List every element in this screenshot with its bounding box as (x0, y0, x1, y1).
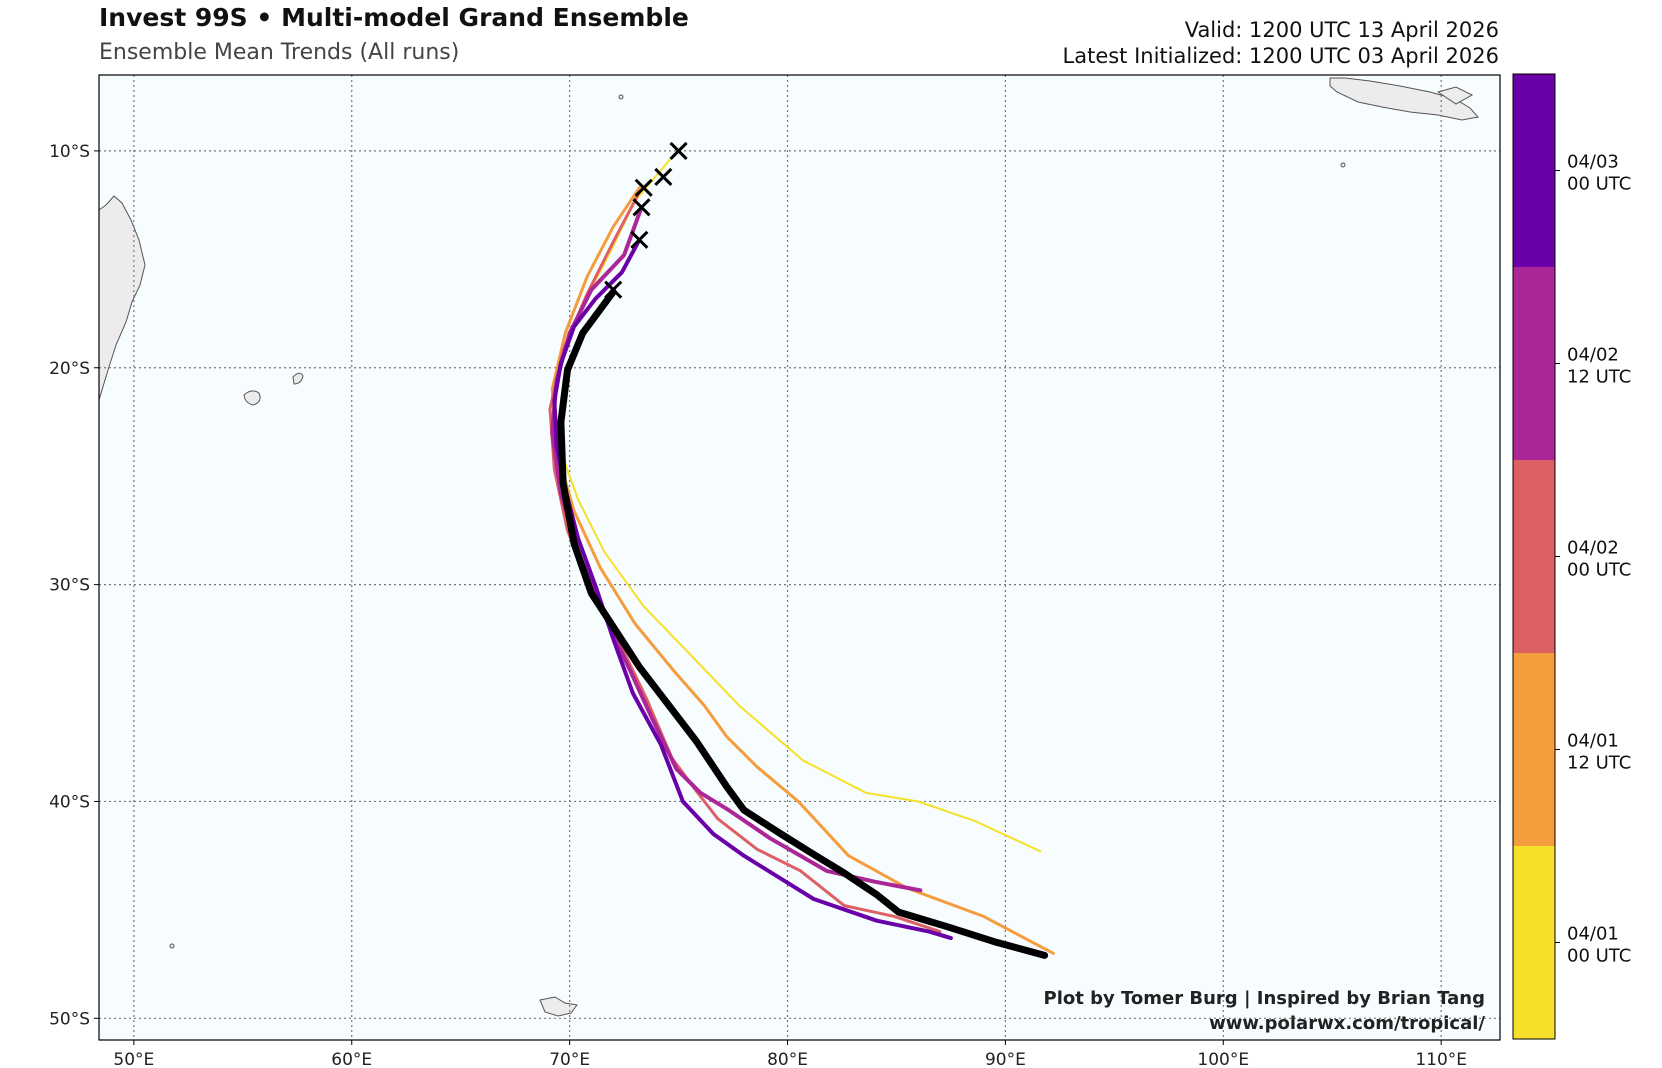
colorbar-label-time: 00 UTC (1567, 174, 1631, 195)
position-marker (630, 230, 649, 249)
lon-tick-label: 100°E (1197, 1050, 1249, 1068)
java-island (1329, 77, 1479, 121)
colorbar-segment (1513, 846, 1555, 1039)
lon-tick-label: 60°E (331, 1050, 372, 1068)
ensemble-tracks (548, 158, 1055, 959)
valid-time: Valid: 1200 UTC 13 April 2026 (1184, 18, 1499, 42)
position-marker (632, 198, 651, 217)
colorbar-label-time: 00 UTC (1567, 946, 1631, 967)
position-marker (654, 167, 673, 186)
islet-north (618, 94, 624, 100)
colorbar-label-date: 04/02 (1567, 538, 1619, 559)
kerguelen-islands (539, 996, 578, 1017)
colorbar-segment (1513, 653, 1555, 846)
colorbar-label-date: 04/01 (1567, 731, 1619, 752)
position-marker (634, 178, 653, 197)
mauritius-island (292, 372, 304, 385)
reunion-island (243, 390, 261, 406)
lat-tick-label: 30°S (49, 576, 90, 596)
java-coast-fragment (1436, 86, 1474, 105)
colorbar-frame (1512, 73, 1556, 1040)
latest-initialized: Latest Initialized: 1200 UTC 03 April 20… (1062, 44, 1499, 68)
chart-title: Invest 99S • Multi-model Grand Ensemble (99, 3, 689, 32)
colorbar-segment (1513, 460, 1555, 653)
colorbar-label-date: 04/03 (1567, 152, 1619, 173)
map-background (99, 75, 1500, 1040)
storm-position-markers (604, 141, 688, 299)
colorbar-label-time: 00 UTC (1567, 560, 1631, 581)
colorbar-label-time: 12 UTC (1567, 753, 1631, 774)
islet-southwest (169, 943, 175, 949)
credit-line-1: Plot by Tomer Burg | Inspired by Brian T… (1044, 988, 1485, 1009)
chart-subtitle: Ensemble Mean Trends (All runs) (99, 40, 460, 65)
track-line-5 (557, 288, 1049, 959)
track-line-1 (550, 186, 1055, 955)
islet-east (1340, 162, 1346, 168)
lon-tick-label: 70°E (549, 1050, 590, 1068)
credit-line-2: www.polarwx.com/tropical/ (1209, 1013, 1485, 1034)
lon-tick-label: 90°E (985, 1050, 1026, 1068)
lat-tick-label: 50°S (49, 1009, 90, 1029)
position-marker (604, 280, 623, 299)
lon-tick-label: 110°E (1415, 1050, 1467, 1068)
colorbar-label-date: 04/02 (1567, 345, 1619, 366)
lat-tick-label: 20°S (49, 359, 90, 379)
lon-tick-label: 80°E (767, 1050, 808, 1068)
colorbar-segment (1513, 267, 1555, 460)
colorbar-label-date: 04/01 (1567, 924, 1619, 945)
map-frame (98, 74, 1501, 1041)
lat-tick-label: 40°S (49, 792, 90, 812)
lon-tick-label: 50°E (113, 1050, 154, 1068)
position-marker (669, 141, 688, 160)
colorbar-segment (1513, 74, 1555, 267)
lat-tick-label: 10°S (49, 142, 90, 162)
axis-tick-labels: 50°E 60°E 70°E 80°E 90°E 100°E 110°E 10°S 20°S 30… (49, 142, 1467, 1068)
colorbar-label-time: 12 UTC (1567, 367, 1631, 388)
